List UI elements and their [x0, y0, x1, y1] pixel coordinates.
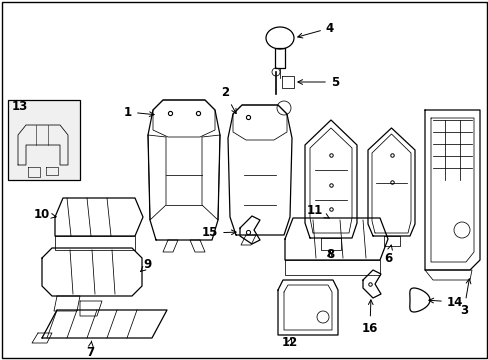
Text: 14: 14 — [428, 296, 462, 309]
Text: 6: 6 — [383, 245, 391, 265]
Text: 9: 9 — [141, 258, 152, 271]
Text: 11: 11 — [306, 203, 328, 218]
Text: 3: 3 — [459, 279, 470, 316]
Text: 7: 7 — [86, 341, 94, 360]
Text: 1: 1 — [123, 105, 154, 118]
Bar — [8, 100, 80, 180]
Text: 5: 5 — [297, 76, 339, 89]
Text: 12: 12 — [281, 336, 298, 348]
Text: 4: 4 — [297, 22, 333, 38]
Text: 10: 10 — [34, 207, 56, 220]
Text: 15: 15 — [202, 226, 236, 239]
Text: 13: 13 — [12, 100, 28, 113]
Text: 8: 8 — [325, 248, 333, 261]
Text: 2: 2 — [221, 86, 236, 114]
Text: 16: 16 — [361, 300, 377, 334]
